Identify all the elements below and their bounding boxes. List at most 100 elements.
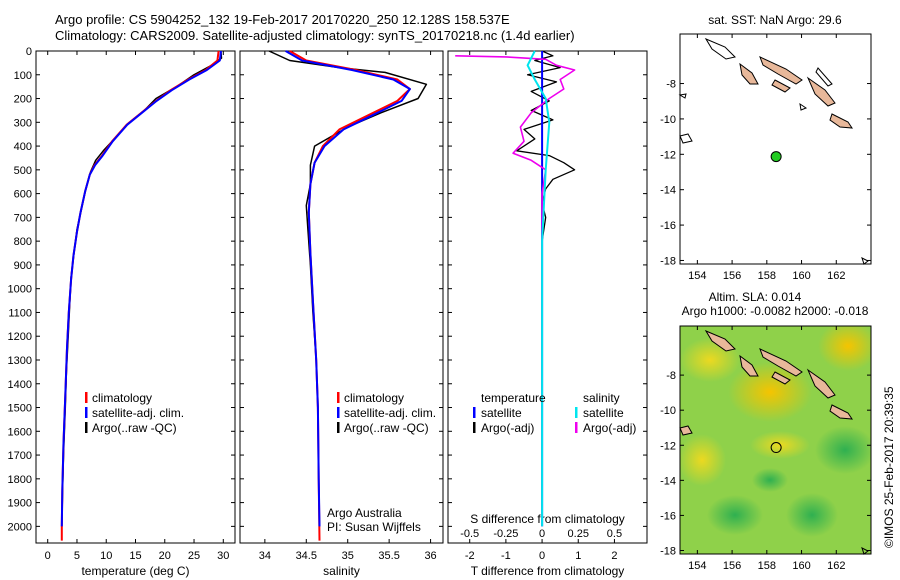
temperature-profile-panel: 0100200300400500600700800900100011001200…: [8, 46, 236, 578]
legend-header-temperature: temperature: [481, 391, 546, 405]
y-tick-label: 100: [14, 70, 32, 82]
x-tick-label: -1: [501, 550, 511, 562]
lat-tick-label: -8: [666, 370, 676, 382]
legend-label-t-argo: Argo(-adj): [481, 421, 534, 435]
lat-tick-label: -18: [660, 545, 676, 557]
y-tick-label: 2000: [8, 521, 32, 533]
legend-swatch-s-argo: [575, 422, 578, 433]
lon-tick-label: 158: [758, 560, 776, 572]
lon-tick-label: 154: [688, 270, 706, 282]
lon-tick-label: 162: [827, 270, 845, 282]
y-tick-label: 0: [26, 46, 32, 58]
lat-tick-label: -16: [660, 510, 676, 522]
legend-label-climatology: climatology: [92, 391, 152, 405]
sst-map-axes: 154 156 158 160 162 -8 -10 -12 -14 -16 -18: [660, 34, 871, 282]
legend-label-argo: Argo(..raw -QC): [92, 421, 177, 435]
s-tick-label: 0.5: [607, 528, 622, 540]
institution-label: Argo Australia: [327, 506, 402, 520]
x-tick-label: 36: [424, 550, 436, 562]
sla-map-islands: [679, 329, 869, 555]
plot-frame: [239, 50, 444, 544]
lon-tick-label: 156: [723, 270, 741, 282]
x-tick-label: 25: [188, 550, 200, 562]
lon-tick-label: 154: [688, 560, 706, 572]
lat-tick-label: -10: [660, 114, 676, 126]
legend-swatch-t-satellite: [473, 407, 476, 418]
sst-map-title: sat. SST: NaN Argo: 29.6: [708, 13, 842, 27]
temperature-legend: climatology satellite-adj. clim. Argo(..…: [85, 391, 184, 435]
x-tick-label: 5: [74, 550, 80, 562]
s-tick-label: -0.25: [493, 528, 518, 540]
x-axis-label: temperature (deg C): [81, 564, 189, 578]
y-tick-label: 1000: [8, 284, 32, 296]
x-tick-label: 10: [100, 550, 112, 562]
sla-map-title-2: Argo h1000: -0.0082 h2000: -0.018: [682, 304, 869, 318]
s-axis-label: S difference from climatology: [470, 512, 625, 526]
sla-field: [680, 326, 871, 554]
y-tick-label: 200: [14, 94, 32, 106]
sla-map-title-1: Altim. SLA: 0.014: [709, 290, 802, 304]
difference-legend: temperature salinity satellite Argo(-adj…: [473, 391, 636, 435]
y-tick-label: 1500: [8, 403, 32, 415]
y-tick-label: 500: [14, 165, 32, 177]
imos-credit: ©IMOS 25-Feb-2017 20:39:35: [882, 386, 896, 548]
legend-label-satellite: satellite-adj. clim.: [92, 406, 184, 420]
sla-map-axes: 154 156 158 160 162 -8 -10 -12 -14 -16 -18: [660, 326, 871, 572]
x-tick-label: 1: [575, 550, 581, 562]
legend-label-s-satellite: satellite: [583, 406, 624, 420]
legend-label-s-argo: Argo(-adj): [583, 421, 636, 435]
s-tick-label: 0: [539, 528, 545, 540]
argo-float-marker-sla: [770, 442, 782, 454]
figure-title-line-2: Climatology: CARS2009. Satellite-adjuste…: [55, 28, 575, 43]
x-tick-label: 30: [217, 550, 229, 562]
difference-profile-panel: -2 -1 0 1 2 -0.5 -0.25 0 0.25 0.5 S difference fro…: [447, 50, 648, 578]
lat-tick-label: -12: [660, 440, 676, 452]
lon-tick-label: 156: [723, 560, 741, 572]
x-tick-label: 0: [539, 550, 545, 562]
x-tick-label: 34: [259, 550, 271, 562]
legend-swatch-satellite: [337, 407, 340, 418]
y-tick-label: 400: [14, 141, 32, 153]
x-tick-label: 20: [159, 550, 171, 562]
x-axis-label: T difference from climatology: [471, 564, 625, 578]
x-tick-label: 34.5: [296, 550, 317, 562]
legend-swatch-climatology: [85, 392, 88, 403]
y-tick-label: 1900: [8, 498, 32, 510]
sst-map-islands: [678, 37, 869, 265]
sla-map-frame: [679, 325, 872, 555]
sst-map: 154 156 158 160 162 -8 -10 -12 -14 -16 -18: [660, 33, 872, 282]
y-tick-label: 1200: [8, 331, 32, 343]
y-tick-label: 1400: [8, 379, 32, 391]
figure-title-line-1: Argo profile: CS 5904252_132 19-Feb-2017…: [55, 12, 510, 27]
s-tick-label: -0.5: [460, 528, 479, 540]
lat-tick-label: -18: [660, 255, 676, 267]
y-tick-label: 1600: [8, 426, 32, 438]
legend-label-climatology: climatology: [344, 391, 404, 405]
x-axis-label: salinity: [323, 564, 360, 578]
y-tick-label: 600: [14, 189, 32, 201]
lon-tick-label: 162: [827, 560, 845, 572]
salinity-legend: climatology satellite-adj. clim. Argo(..…: [327, 391, 436, 534]
lon-tick-label: 160: [792, 270, 810, 282]
argo-float-marker: [770, 151, 782, 163]
legend-swatch-argo: [337, 422, 340, 433]
x-tick-label: -2: [465, 550, 475, 562]
y-tick-label: 1800: [8, 474, 32, 486]
series-line-satellite-adj-clim-: [285, 50, 411, 527]
s-tick-label: 0.25: [568, 528, 589, 540]
x-tick-label: 35.5: [378, 550, 399, 562]
series-line-temperature-argo-adj-: [516, 50, 576, 527]
lat-tick-label: -16: [660, 220, 676, 232]
lon-tick-label: 160: [792, 560, 810, 572]
legend-swatch-argo: [85, 422, 88, 433]
x-tick-label: 35: [342, 550, 354, 562]
series-line-salinity-argo-adj-: [455, 55, 576, 527]
x-tick-label: 0: [45, 550, 51, 562]
series-line-salinity-satellite: [526, 50, 551, 527]
series-line-satellite-adj-clim-: [60, 50, 222, 527]
legend-label-satellite: satellite-adj. clim.: [344, 406, 436, 420]
y-tick-label: 1100: [8, 307, 32, 319]
y-tick-label: 900: [14, 260, 32, 272]
